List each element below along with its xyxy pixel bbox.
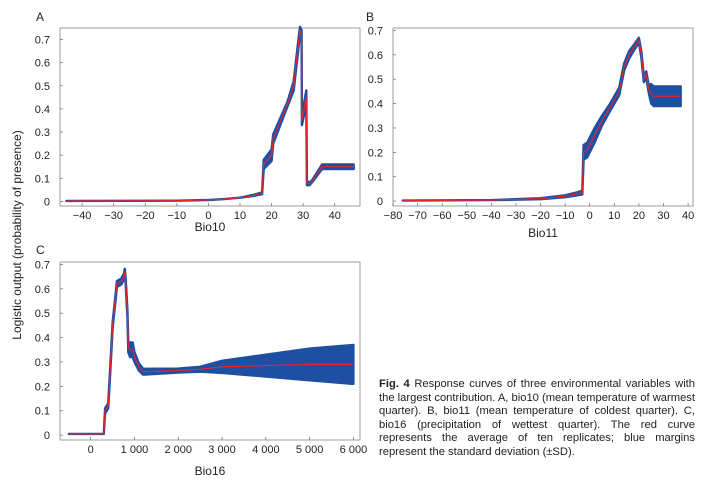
panel-a-xtick-label: 10 [234,210,246,222]
caption-text: Response curves of three environmental v… [379,378,696,458]
panel-b-xtick-label: 10 [608,210,620,222]
panel-c-ytick-label: 0.4 [35,333,50,345]
figure-caption: Fig. 4 Response curves of three environm… [379,378,695,460]
panel-c-ytick-label: 0.1 [35,406,50,418]
caption-label: Fig. 4 [379,378,410,390]
panel-c-ytick-label: 0.5 [35,308,50,320]
panel-b-xtick-label: −50 [457,210,476,222]
panel-a-ytick-label: 0 [44,196,50,208]
panel-a-ytick-label: 0.5 [35,81,50,93]
panel-b-xtick-label: 40 [682,210,694,222]
panel-a-ytick-label: 0.7 [35,35,50,47]
panel-b: B −80 −70 −60 −50 −40 −30 −20 −10 0 10 20 30 40 0 0.1 0… [366,10,694,240]
panel-b-xlabel: Bio11 [528,226,558,240]
panel-b-ytick-label: 0.7 [368,25,383,37]
panel-b-xtick-label: −30 [507,210,526,222]
panel-b-ytick-label: 0.3 [368,123,383,135]
panel-c-ytick-label: 0.6 [35,284,50,296]
panel-b-ytick-label: 0.1 [368,172,383,184]
panel-b-letter: B [366,10,374,24]
panel-a-ytick-label: 0.1 [35,173,50,185]
panel-a-ytick-label: 0.6 [35,58,50,70]
panel-c-xtick-label: 5 000 [296,444,324,456]
panel-a-xtick-label: 0 [205,210,211,222]
panel-a-ticks: −40 −30 −20 −10 0 10 20 30 40 0 0.1 0.2 0.3 0.4 0.5 0.6… [35,35,341,222]
panel-c: C 0 1 000 2 000 3 000 4 000 5 000 6 000 0 0.1 0.2… [35,243,367,478]
panel-b-xtick-label: −20 [531,210,550,222]
panel-c-ytick-label: 0 [44,430,50,442]
panel-a-letter: A [36,10,44,24]
panel-b-xtick-label: −10 [556,210,575,222]
panel-b-ticks: −80 −70 −60 −50 −40 −30 −20 −10 0 10 20 30 40 0 0.1 0.2… [368,25,695,222]
panel-c-xtick-label: 0 [88,444,94,456]
panel-b-xtick-label: −70 [408,210,427,222]
panel-b-ytick-label: 0.5 [368,74,383,86]
panel-c-xtick-label: 4 000 [252,444,280,456]
panel-b-mean-line [402,38,681,202]
panel-b-ytick-label: 0.2 [368,147,383,159]
panel-c-mean-line [68,271,354,435]
panel-c-xtick-label: 3 000 [208,444,236,456]
panel-b-frame [392,27,694,207]
panel-c-xtick-label: 6 000 [340,444,368,456]
panel-b-xtick-label: −60 [433,210,452,222]
panel-b-ytick-label: 0.6 [368,50,383,62]
panel-a-xtick-label: −10 [168,210,187,222]
panel-c-ytick-label: 0.3 [35,357,50,369]
panel-b-xtick-label: 30 [657,210,669,222]
panel-c-xlabel: Bio16 [195,464,226,478]
panel-b-ytick-label: 0 [377,196,383,208]
panel-a-ytick-label: 0.4 [35,104,50,116]
panel-a-xlabel: Bio10 [195,220,226,234]
panel-c-ytick-label: 0.7 [35,259,50,271]
panel-b-xtick-label: 20 [633,210,645,222]
panel-a-xtick-label: −40 [73,210,92,222]
panel-b-xtick-label: −80 [384,210,403,222]
panel-a-mean-line [66,30,354,202]
panel-a-ytick-label: 0.3 [35,127,50,139]
y-axis-label: Logistic output (probability of presence… [10,130,24,339]
panel-a-xtick-label: −30 [104,210,123,222]
panel-b-ytick-label: 0.4 [368,99,383,111]
panel-a-xtick-label: −20 [136,210,155,222]
panel-a-xtick-label: 20 [265,210,277,222]
panel-b-xtick-label: 0 [587,210,593,222]
panel-c-xtick-label: 1 000 [121,444,149,456]
panel-a-ytick-label: 0.2 [35,150,50,162]
panel-a-xtick-label: 30 [297,210,309,222]
panel-a-frame [59,27,361,207]
panel-c-xtick-label: 2 000 [164,444,192,456]
panel-c-letter: C [36,243,45,257]
panel-a: A −40 −30 −20 −10 0 10 20 30 40 0 0.1 0.2 0.3 0.4 0.5 0… [35,10,361,234]
panel-c-ytick-label: 0.2 [35,381,50,393]
panel-c-ticks: 0 1 000 2 000 3 000 4 000 5 000 6 000 0 0.1 0.2 0.… [35,259,367,456]
panel-b-xtick-label: −40 [482,210,501,222]
panel-a-xtick-label: 40 [329,210,341,222]
